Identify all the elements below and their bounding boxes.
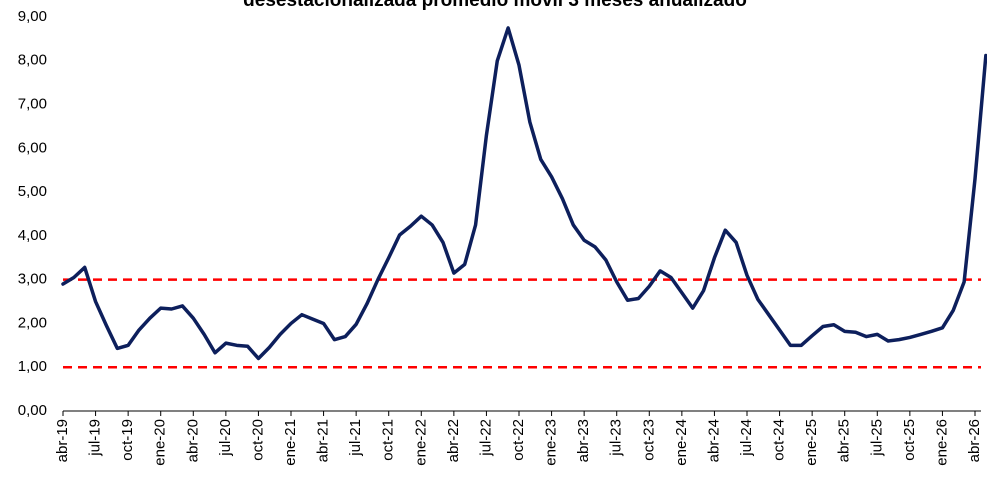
y-tick-label: 1,00 — [18, 358, 47, 375]
x-tick-label: oct-19 — [119, 419, 136, 461]
x-tick-label: oct-25 — [901, 419, 918, 461]
x-tick-label: oct-24 — [771, 419, 788, 461]
x-tick-label: jul-21 — [347, 419, 364, 457]
x-tick-label: abr-19 — [54, 419, 71, 462]
x-tick-label: jul-23 — [608, 419, 625, 457]
x-tick-label: jul-22 — [477, 419, 494, 457]
x-tick-label: jul-25 — [868, 419, 885, 457]
x-tick-label: ene-20 — [152, 419, 169, 466]
x-tick-label: jul-20 — [217, 419, 234, 457]
x-tick-label: abr-23 — [575, 419, 592, 462]
x-tick-label: ene-25 — [803, 419, 820, 466]
x-tick-label: abr-26 — [966, 419, 983, 462]
x-tick-label: ene-22 — [412, 419, 429, 466]
x-tick-label: ene-23 — [543, 419, 560, 466]
y-tick-label: 9,00 — [18, 8, 47, 25]
x-tick-label: oct-23 — [640, 419, 657, 461]
x-tick-label: ene-24 — [673, 419, 690, 466]
x-tick-label: abr-22 — [445, 419, 462, 462]
x-tick-label: abr-25 — [836, 419, 853, 462]
x-tick-label: oct-20 — [249, 419, 266, 461]
x-tick-label: abr-21 — [315, 419, 332, 462]
series-line — [61, 26, 987, 361]
x-tick-label: oct-22 — [510, 419, 527, 461]
x-tick-label: jul-19 — [87, 419, 104, 457]
x-tick-label: oct-21 — [380, 419, 397, 461]
y-tick-label: 6,00 — [18, 139, 47, 156]
x-tick-label: abr-24 — [705, 419, 722, 462]
y-tick-label: 7,00 — [18, 96, 47, 113]
y-tick-label: 0,00 — [18, 402, 47, 419]
x-tick-label: abr-20 — [184, 419, 201, 462]
x-tick-label: ene-21 — [282, 419, 299, 466]
y-tick-label: 8,00 — [18, 52, 47, 69]
y-tick-label: 2,00 — [18, 314, 47, 331]
chart-title: desestacionalizada promedio móvil 3 mese… — [243, 0, 747, 11]
x-tick-label: jul-24 — [738, 419, 755, 457]
y-tick-label: 3,00 — [18, 271, 47, 288]
y-tick-label: 4,00 — [18, 227, 47, 244]
y-tick-label: 5,00 — [18, 183, 47, 200]
x-tick-label: ene-26 — [933, 419, 950, 466]
